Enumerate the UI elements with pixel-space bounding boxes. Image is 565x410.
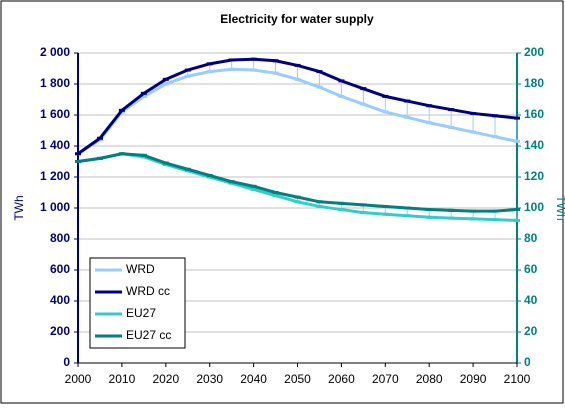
chart-title: Electricity for water supply (220, 12, 374, 26)
y2-tick-label: 120 (524, 169, 544, 183)
x-tick-label: 2040 (240, 372, 267, 386)
y2-tick-label: 180 (524, 76, 544, 90)
y-tick-label: 800 (50, 231, 70, 245)
x-tick-label: 2010 (109, 372, 136, 386)
y2-tick-label: 60 (524, 262, 538, 276)
legend-label: EU27 (126, 306, 156, 320)
legend-box (89, 257, 186, 349)
y-tick-label: 200 (50, 324, 70, 338)
x-tick-label: 2000 (65, 372, 92, 386)
legend-label: EU27 cc (126, 328, 171, 342)
x-tick-label: 2060 (328, 372, 355, 386)
y2-axis-label: TWh (554, 195, 565, 220)
y2-tick-label: 100 (524, 200, 544, 214)
y2-tick-label: 140 (524, 138, 544, 152)
legend-label: WRD (126, 262, 155, 276)
y2-tick-label: 40 (524, 293, 538, 307)
x-tick-label: 2030 (196, 372, 223, 386)
x-tick-label: 2020 (152, 372, 179, 386)
y-tick-label: 0 (63, 355, 70, 369)
y-tick-label: 1 800 (40, 76, 70, 90)
y-tick-label: 1 600 (40, 107, 70, 121)
x-tick-label: 2080 (416, 372, 443, 386)
y-tick-label: 1 400 (40, 138, 70, 152)
y-tick-label: 1 200 (40, 169, 70, 183)
y-axis-label: TWh (12, 195, 26, 220)
x-tick-label: 2070 (372, 372, 399, 386)
y-tick-label: 400 (50, 293, 70, 307)
y-tick-label: 2 000 (40, 45, 70, 59)
y2-tick-label: 200 (524, 45, 544, 59)
x-tick-label: 2050 (284, 372, 311, 386)
y2-tick-label: 160 (524, 107, 544, 121)
y-tick-label: 600 (50, 262, 70, 276)
x-tick-label: 2090 (460, 372, 487, 386)
y2-tick-label: 0 (524, 355, 531, 369)
legend-label: WRD cc (126, 284, 170, 298)
y-tick-label: 1 000 (40, 200, 70, 214)
y2-tick-label: 80 (524, 231, 538, 245)
y2-tick-label: 20 (524, 324, 538, 338)
x-tick-label: 2100 (504, 372, 531, 386)
